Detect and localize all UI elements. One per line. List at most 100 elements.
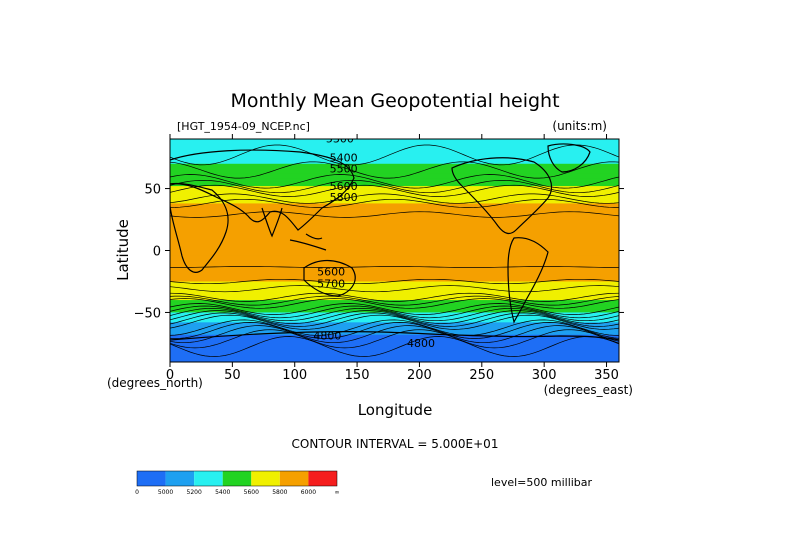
height-band (170, 307, 619, 310)
coastline-india (261, 207, 283, 238)
height-band (170, 359, 619, 362)
coastline-africa (170, 182, 229, 273)
level-text: level=500 millibar (491, 476, 593, 489)
colorbar-tick-label: 5400 (215, 489, 230, 496)
height-band (170, 243, 619, 245)
height-band (170, 223, 619, 226)
colorbar: 0 5000 5200 5400 5600 5800 6000 ∞ (135, 470, 340, 496)
colorbar-swatch (137, 471, 166, 486)
height-band (170, 167, 619, 170)
height-band (170, 151, 619, 154)
height-band (170, 187, 619, 190)
height-band (170, 260, 619, 263)
height-band (170, 295, 619, 297)
height-band (170, 166, 619, 169)
colorbar-swatch (279, 471, 309, 486)
height-band (170, 174, 619, 177)
height-band (170, 316, 619, 318)
height-band (170, 249, 619, 252)
height-band (170, 271, 619, 274)
height-band (170, 278, 619, 281)
contour-label: 4800 (407, 337, 435, 350)
height-band (170, 252, 619, 255)
height-band (170, 290, 619, 292)
x-tick-label: 50 (224, 368, 241, 383)
height-band (170, 203, 619, 206)
x-tick-label: 300 (532, 368, 557, 383)
file-label: [HGT_1954-09_NCEP.nc] (177, 120, 310, 133)
height-band (170, 328, 619, 331)
contour-line (170, 161, 619, 179)
height-band (170, 192, 619, 195)
height-band (170, 238, 619, 240)
contour-line (170, 322, 619, 339)
y-axis-ticks: 50 0 −50 (134, 183, 624, 321)
height-band (170, 262, 619, 265)
height-band (170, 176, 619, 179)
height-band (170, 150, 619, 152)
height-band (170, 241, 619, 244)
height-band (170, 163, 619, 166)
height-band (170, 182, 619, 185)
height-band (170, 156, 619, 159)
height-band (170, 327, 619, 330)
height-band (170, 171, 619, 174)
x-axis-label: Longitude (358, 401, 433, 419)
height-band (170, 324, 619, 327)
height-band (170, 305, 619, 307)
colorbar-tick-label: 0 (135, 489, 139, 496)
height-band (170, 345, 619, 348)
height-band (170, 342, 619, 345)
y-unit-label: (degrees_north) (107, 376, 203, 390)
height-band (170, 224, 619, 227)
height-band (170, 264, 619, 266)
height-band (170, 172, 619, 175)
height-band (170, 183, 619, 186)
height-band (170, 222, 619, 224)
contour-line (170, 144, 619, 166)
height-band (170, 147, 619, 150)
y-tick-label: 0 (153, 245, 161, 260)
contour-label: 5600 (330, 180, 358, 193)
height-band (170, 215, 619, 218)
contour-line (170, 325, 619, 344)
height-band (170, 160, 619, 162)
x-tick-label: 150 (345, 368, 370, 383)
contour-line (170, 292, 619, 302)
colorbar-swatch (194, 471, 223, 486)
contour-line (170, 179, 619, 194)
height-band (170, 152, 619, 155)
height-band (170, 323, 619, 326)
contour-line (170, 298, 619, 309)
y-tick-label: 50 (144, 183, 161, 198)
height-band (170, 226, 619, 229)
height-band (170, 349, 619, 352)
contour-label: 5300 (326, 133, 354, 146)
height-band (170, 236, 619, 239)
height-band (170, 286, 619, 289)
chart-title: Monthly Mean Geopotential height (230, 90, 559, 112)
height-band (170, 292, 619, 295)
height-band (170, 353, 619, 356)
x-tick-label: 250 (469, 368, 494, 383)
height-band (170, 329, 619, 332)
height-band (170, 191, 619, 193)
height-band (170, 334, 619, 337)
colorbar-tick-label: 6000 (301, 489, 316, 496)
height-band (170, 155, 619, 157)
units-label: (units:m) (552, 119, 607, 133)
height-band (170, 179, 619, 182)
height-band (170, 239, 619, 242)
coastline-greenland (547, 143, 591, 173)
height-band (170, 169, 619, 172)
contour-label: 4800 (313, 330, 341, 343)
height-band (170, 165, 619, 167)
x-unit-label: (degrees_east) (544, 383, 633, 397)
height-band (170, 234, 619, 237)
colorbar-tick-label: ∞ (335, 489, 340, 496)
height-band (170, 161, 619, 164)
height-band (170, 230, 619, 233)
height-band (170, 142, 619, 145)
height-band (170, 352, 619, 354)
